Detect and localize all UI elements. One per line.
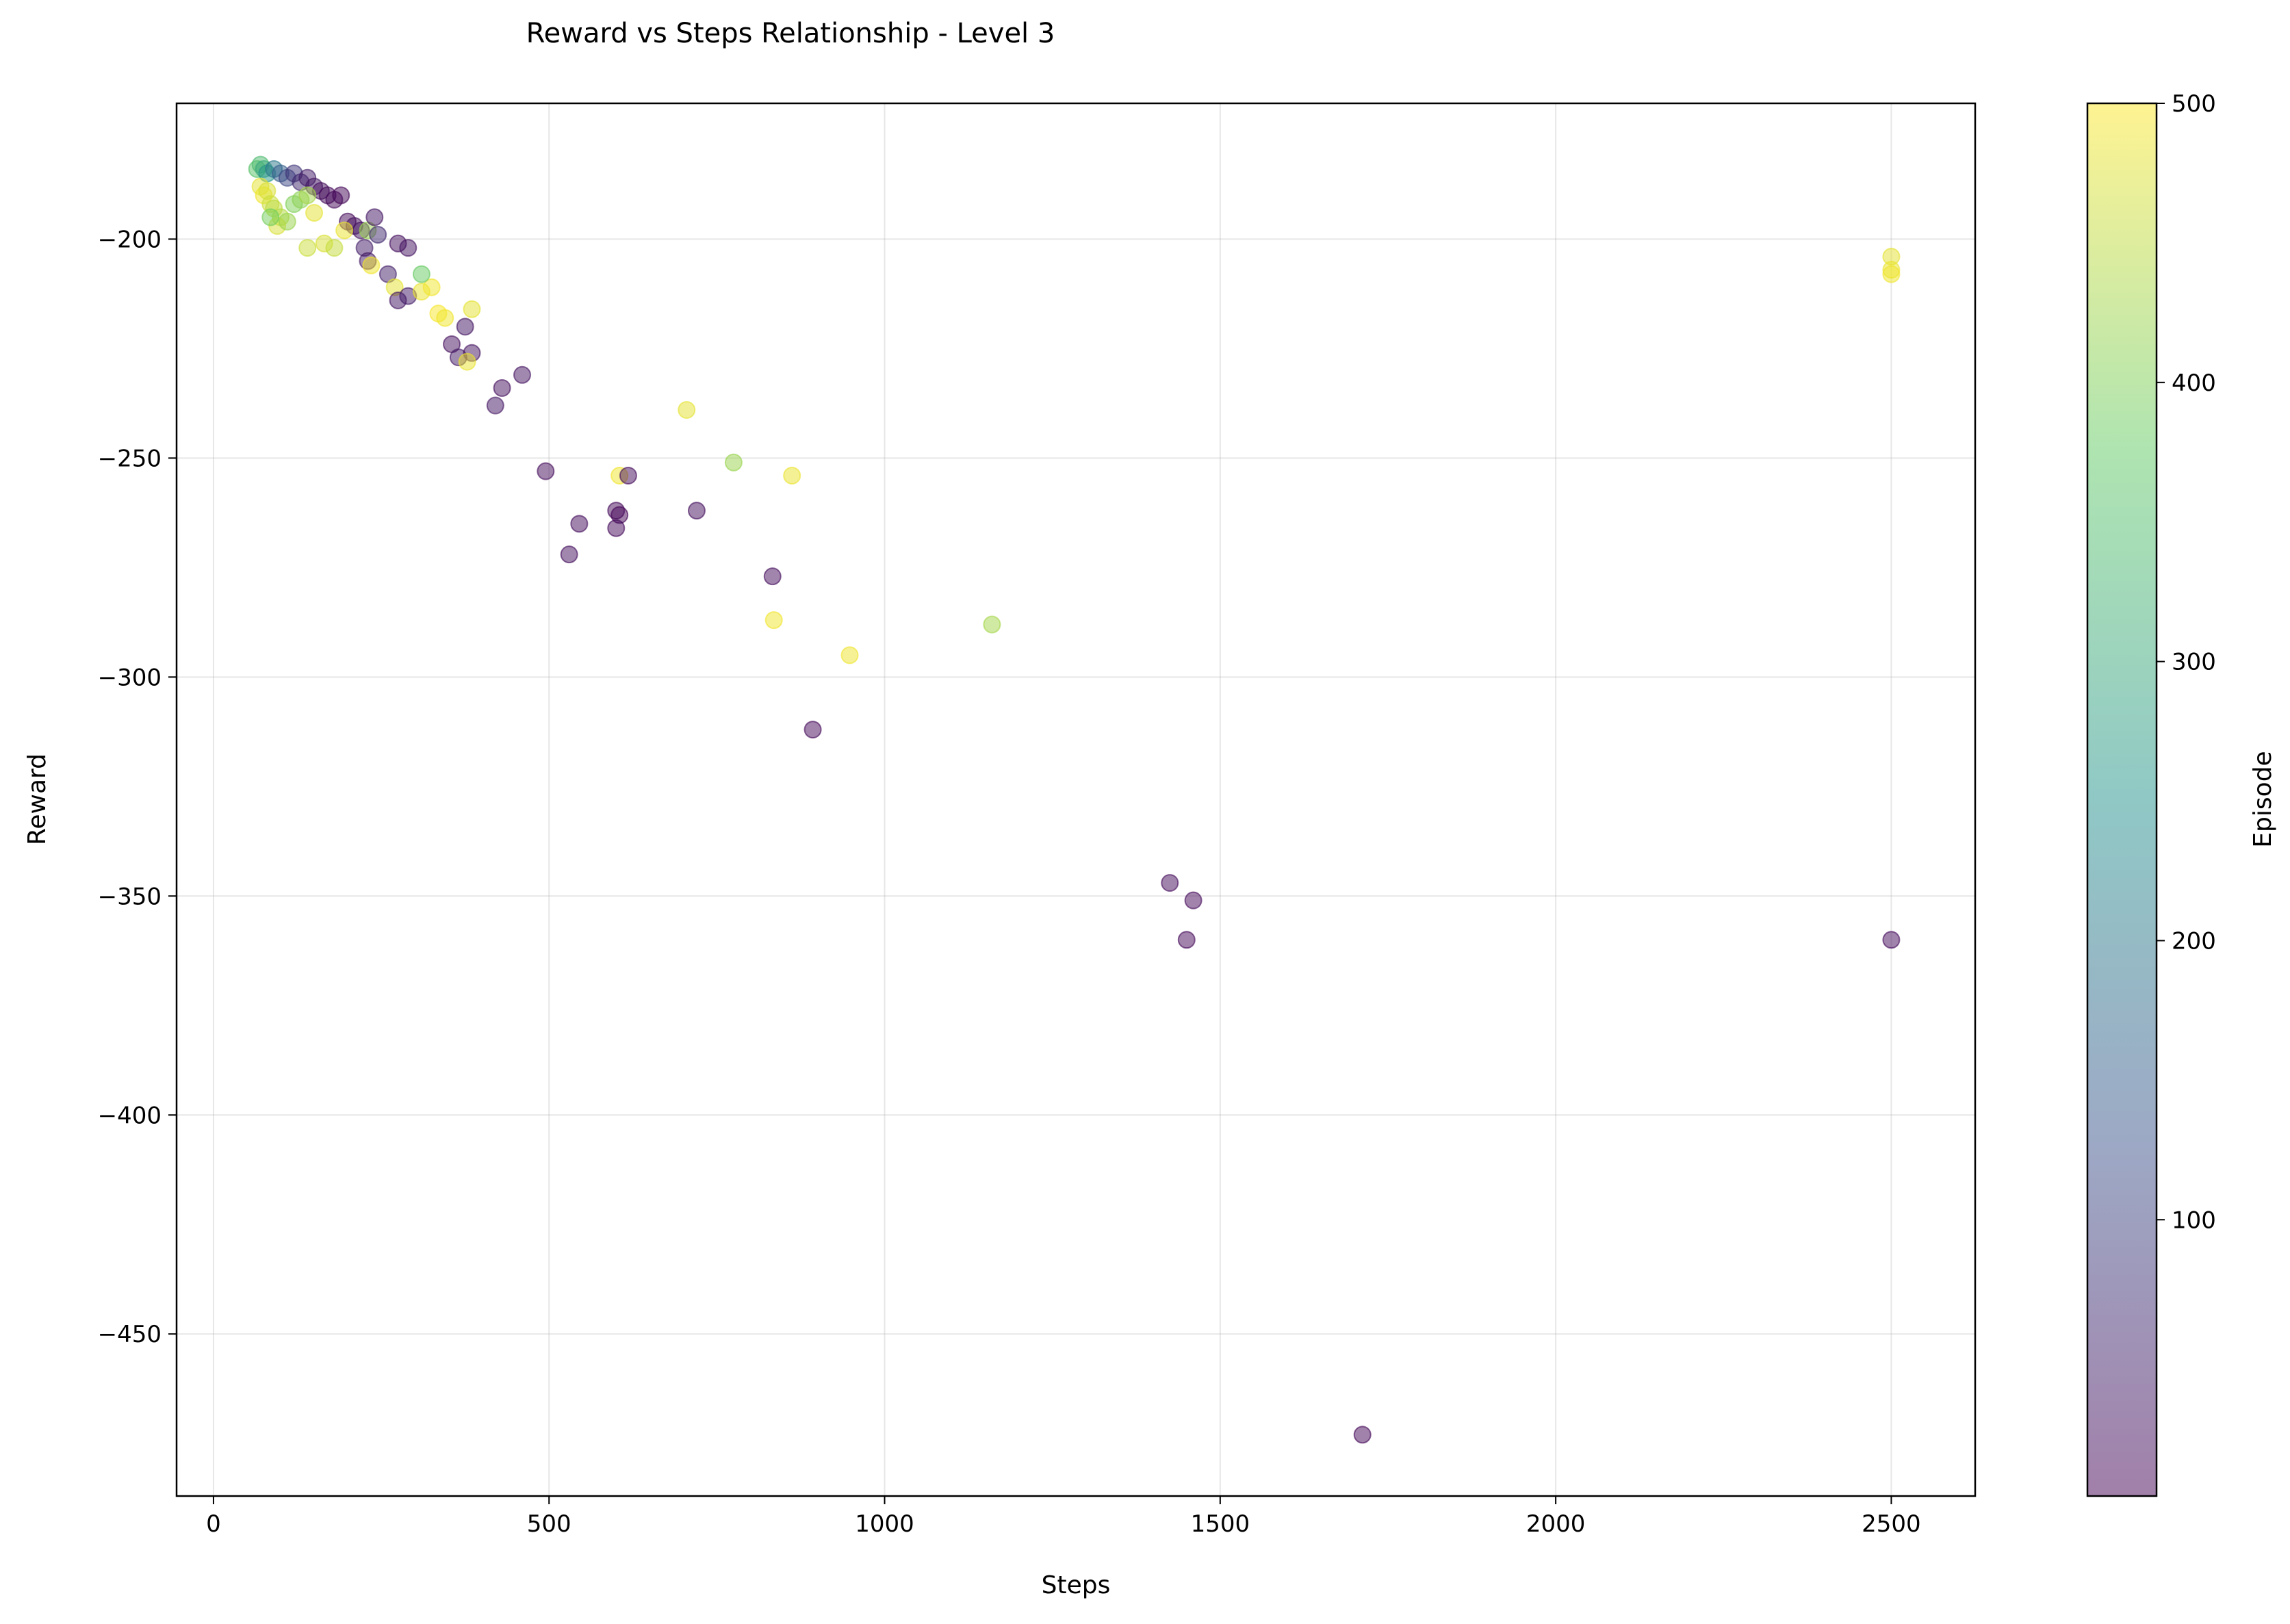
data-point xyxy=(724,453,743,472)
y-tick-label: −200 xyxy=(98,226,162,253)
y-tick-label: −350 xyxy=(98,883,162,910)
data-point xyxy=(278,212,296,231)
data-point xyxy=(1184,891,1202,910)
y-tick-label: −250 xyxy=(98,445,162,472)
chart-title: Reward vs Steps Relationship - Level 3 xyxy=(526,18,1055,49)
data-point xyxy=(783,466,801,485)
colorbar xyxy=(2086,102,2158,1497)
plot-frame xyxy=(175,102,1977,1497)
data-point xyxy=(1177,931,1196,949)
y-tick-label: −450 xyxy=(98,1321,162,1348)
x-tick-label: 1000 xyxy=(855,1510,914,1538)
data-point xyxy=(983,615,1001,634)
data-point xyxy=(570,515,589,533)
data-point xyxy=(458,352,476,371)
data-point xyxy=(456,318,474,336)
data-point xyxy=(362,256,381,274)
data-point xyxy=(335,221,354,240)
data-point xyxy=(493,378,511,397)
data-point xyxy=(619,466,637,485)
x-tick-label: 1500 xyxy=(1191,1510,1250,1538)
data-point xyxy=(840,646,859,665)
data-point xyxy=(607,519,626,537)
x-axis-label: Steps xyxy=(1042,1571,1111,1599)
data-point xyxy=(399,239,417,257)
colorbar-tick-label: 300 xyxy=(2172,649,2216,676)
data-point xyxy=(369,225,387,244)
x-tick-label: 2500 xyxy=(1862,1510,1921,1538)
colorbar-label: Episode xyxy=(2249,751,2277,847)
colorbar-tick-label: 100 xyxy=(2172,1207,2216,1234)
colorbar-tick-label: 400 xyxy=(2172,370,2216,397)
y-tick-label: −300 xyxy=(98,664,162,691)
data-point xyxy=(305,203,324,222)
colorbar-tick-label: 500 xyxy=(2172,90,2216,118)
grid xyxy=(177,103,1975,1496)
data-point xyxy=(763,567,782,586)
data-point xyxy=(560,545,578,564)
data-point xyxy=(261,208,280,227)
data-point xyxy=(463,300,481,318)
data-point xyxy=(298,239,317,257)
data-point xyxy=(325,239,344,257)
data-point xyxy=(537,462,555,480)
data-point xyxy=(1882,931,1901,949)
data-point xyxy=(513,365,532,384)
data-point xyxy=(1161,874,1179,892)
data-point xyxy=(436,309,454,327)
data-points xyxy=(248,155,1901,1444)
data-point xyxy=(764,611,783,630)
x-axis-ticks: 0 500 1000 1500 2000 2500 xyxy=(206,1496,1921,1538)
data-point xyxy=(1353,1426,1372,1444)
y-axis-label: Reward xyxy=(23,753,51,845)
data-point xyxy=(298,186,317,205)
data-point xyxy=(486,396,504,415)
y-tick-label: −400 xyxy=(98,1102,162,1129)
x-tick-label: 500 xyxy=(527,1510,571,1538)
data-point xyxy=(687,502,706,520)
data-point xyxy=(803,721,822,739)
y-axis-ticks: −200 −250 −300 −350 −400 −450 xyxy=(98,226,177,1348)
data-point xyxy=(332,186,350,205)
x-tick-label: 0 xyxy=(206,1510,221,1538)
colorbar-tick-label: 200 xyxy=(2172,927,2216,955)
data-point xyxy=(365,208,384,227)
data-point xyxy=(412,265,430,283)
data-point xyxy=(1882,265,1901,283)
data-point xyxy=(422,278,441,296)
colorbar-ticks: 100 200 300 400 500 xyxy=(2157,90,2216,1234)
data-point xyxy=(678,400,696,419)
x-tick-label: 2000 xyxy=(1526,1510,1586,1538)
